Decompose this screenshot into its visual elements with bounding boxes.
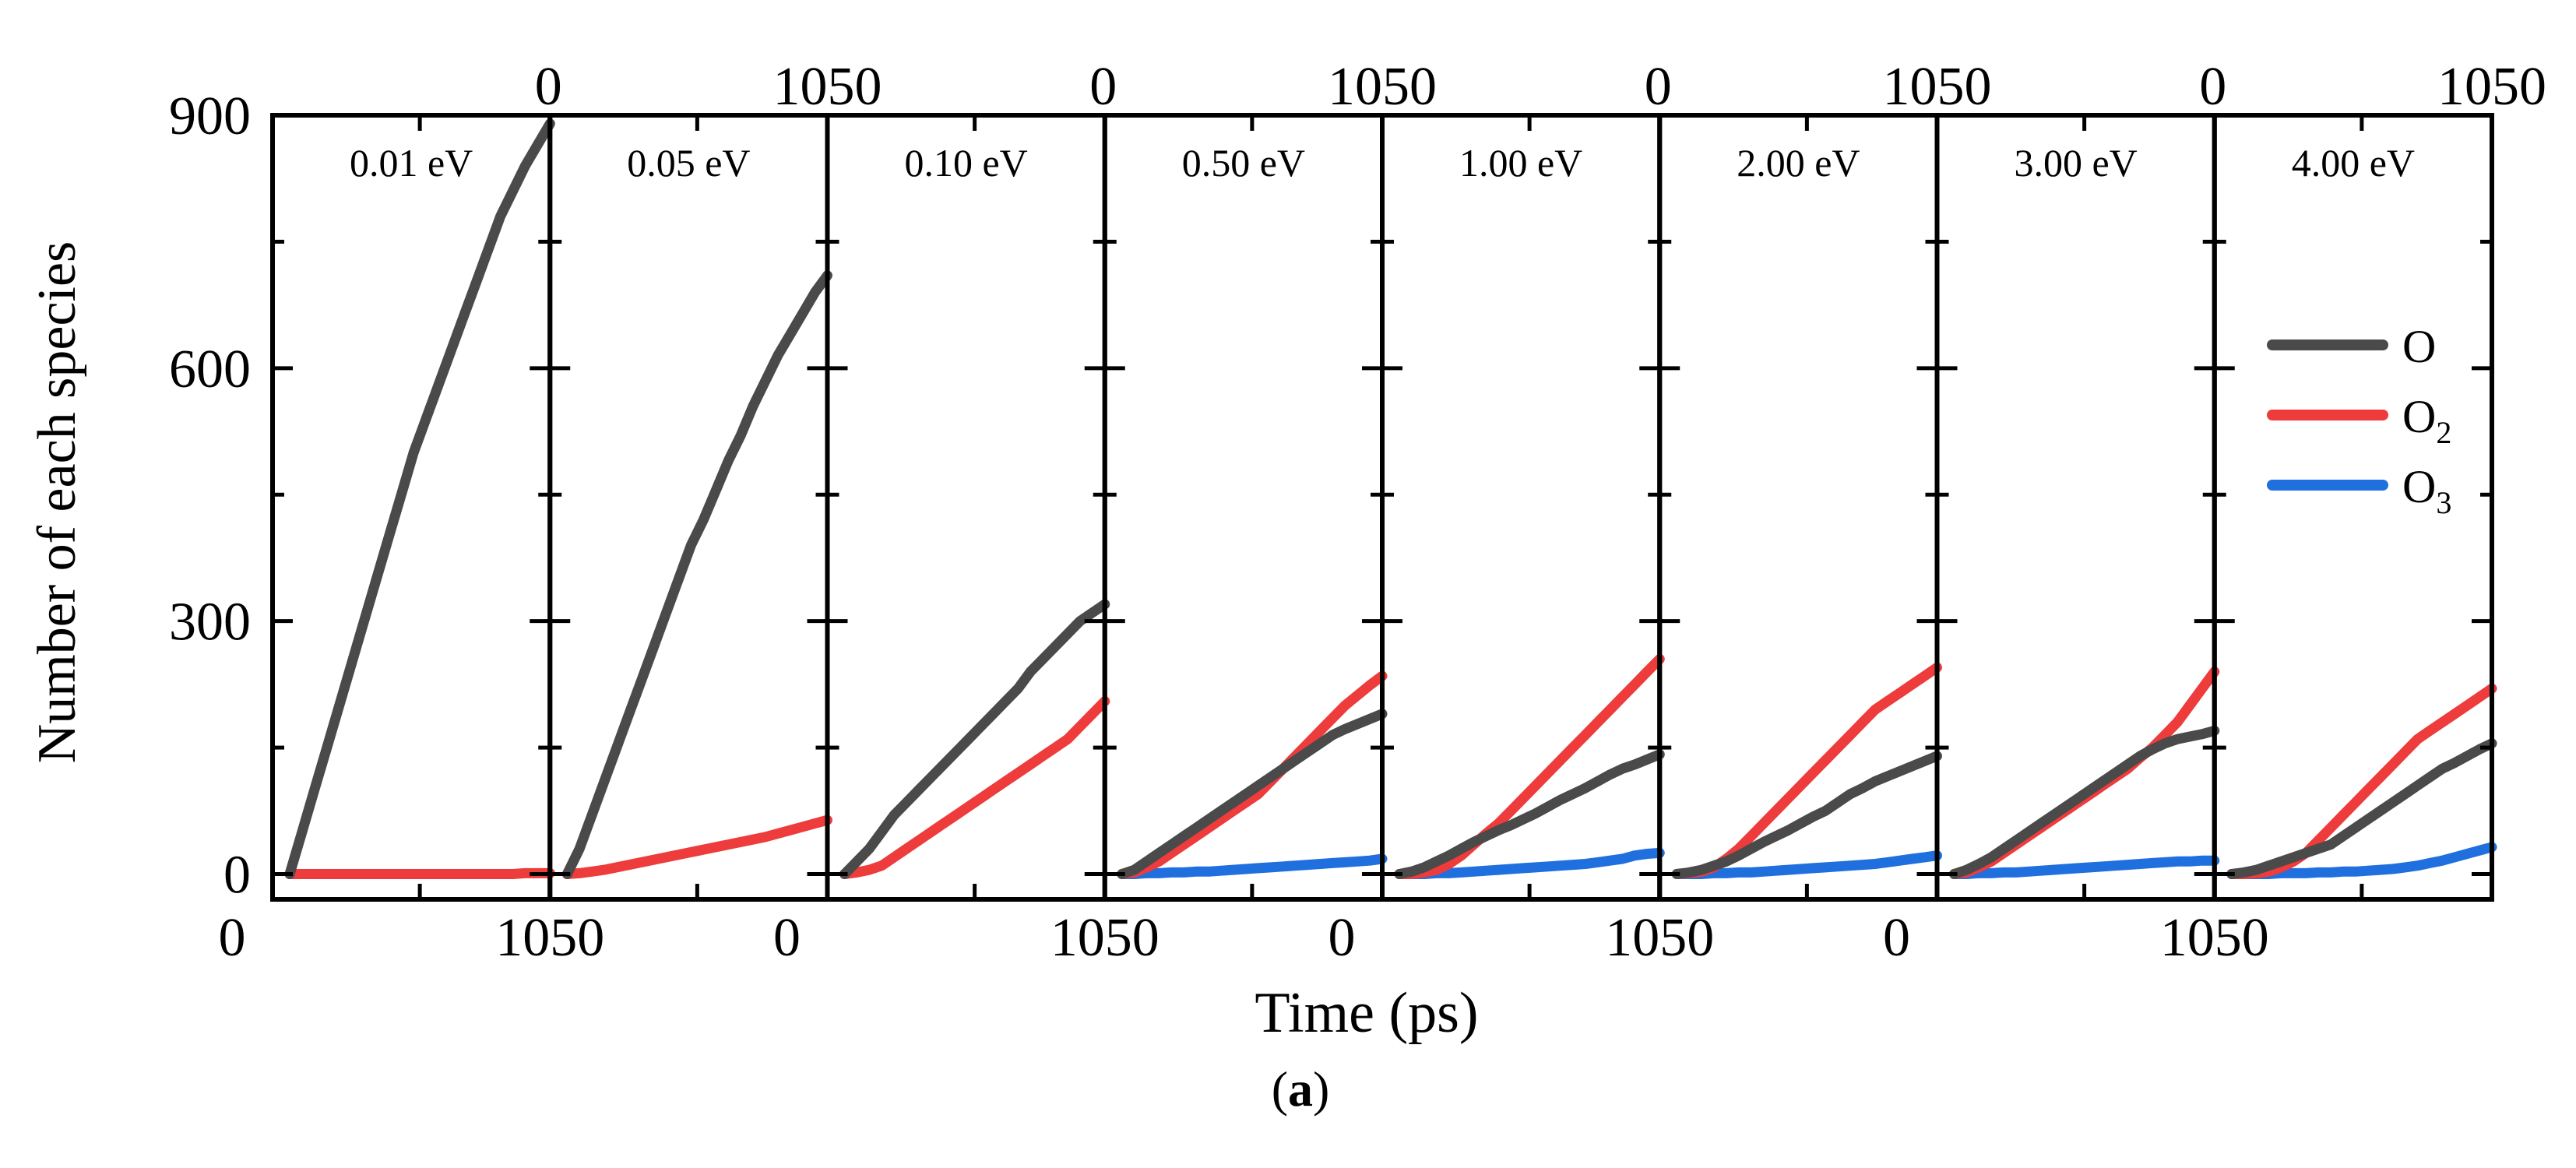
legend-label-O: O (2402, 321, 2436, 372)
panel-label-4: 1.00 eV (1459, 141, 1582, 185)
x-tick-label-end-panel-1: 1050 (773, 57, 882, 117)
series-line-O-panel-2 (839, 599, 1110, 879)
caption-open-paren: ( (1272, 1061, 1288, 1117)
y-tick-label-300: 300 (169, 593, 251, 653)
series-line-O-panel-4 (1394, 749, 1665, 879)
panel-2 (839, 599, 1110, 879)
series-line-O2-panel-0 (284, 867, 555, 879)
series-line-O3-panel-4 (1394, 847, 1665, 879)
panel-1 (561, 270, 832, 879)
figure-caption: (a) (1272, 1061, 1330, 1117)
x-tick-label-start-panel-7: 0 (2199, 57, 2226, 117)
panel-frame-group-3: 0.50 eV (1102, 113, 1385, 902)
panel-3 (1117, 670, 1388, 879)
series-line-O-panel-5 (1671, 751, 1942, 879)
panel-label-5: 2.00 eV (1737, 141, 1860, 185)
legend-label-main-O3: O (2402, 461, 2436, 512)
panel-7 (2226, 683, 2497, 879)
series-line-O2-panel-3 (1117, 670, 1388, 879)
series-line-O2-panel-2 (839, 696, 1110, 879)
panel-label-3: 0.50 eV (1182, 141, 1305, 185)
panel-label-7: 4.00 eV (2292, 141, 2415, 185)
x-tick-label-end-panel-7: 1050 (2437, 57, 2546, 117)
legend-label-O3: O3 (2402, 461, 2451, 520)
series-line-O-panel-1 (561, 270, 832, 879)
y-tick-label-900: 900 (169, 86, 251, 146)
y-tick-label-600: 600 (169, 339, 251, 399)
panel-frame-group-1: 0.05 eV (547, 113, 830, 902)
panel-label-0: 0.01 eV (350, 141, 473, 185)
legend-label-O2: O2 (2402, 391, 2451, 450)
x-tick-label-end-panel-4: 1050 (1605, 908, 1714, 968)
x-tick-label-end-panel-6: 1050 (2160, 908, 2269, 968)
series-line-O-panel-3 (1117, 709, 1388, 879)
panel-4 (1394, 653, 1665, 879)
x-tick-label-start-panel-0: 0 (219, 908, 246, 968)
panel-0 (284, 118, 555, 879)
x-tick-label-start-panel-6: 0 (1883, 908, 1910, 968)
panel-frame-group-7: 4.00 eV (2212, 113, 2494, 902)
legend-label-main-O: O (2402, 321, 2436, 372)
panel-frame-group-4: 1.00 eV (1380, 113, 1663, 902)
series-line-O-panel-6 (1949, 725, 2220, 879)
panel-frame-group-2: 0.10 eV (825, 113, 1107, 902)
panel-frame-3 (1102, 113, 1385, 902)
x-tick-label-start-panel-3: 0 (1089, 57, 1117, 117)
caption-letter: a (1288, 1061, 1313, 1117)
panel-frame-2 (825, 113, 1107, 902)
series-line-O3-panel-5 (1671, 850, 1942, 879)
series-line-O-panel-0 (284, 118, 555, 879)
panel-frame-4 (1380, 113, 1663, 902)
x-tick-label-end-panel-0: 1050 (495, 908, 604, 968)
series-line-O3-panel-6 (1949, 855, 2220, 879)
series-line-O3-panel-3 (1117, 853, 1388, 879)
series-line-O-panel-7 (2226, 738, 2497, 879)
panels-group: 0.01 eV 0.05 eV 0.10 eV 0.50 eV 1.00 eV 2.00 … (169, 57, 2546, 968)
legend-label-sub-O3: 3 (2436, 485, 2451, 520)
panel-frame-group-6: 3.00 eV (1934, 113, 2217, 902)
panel-frame-7 (2212, 113, 2494, 902)
series-line-O2-panel-1 (561, 814, 832, 879)
panel-label-6: 3.00 eV (2014, 141, 2137, 185)
panel-frame-6 (1934, 113, 2217, 902)
x-tick-label-start-panel-5: 0 (1645, 57, 1672, 117)
x-tick-label-start-panel-2: 0 (773, 908, 801, 968)
x-axis-label: Time (ps) (1255, 981, 1478, 1045)
panel-label-2: 0.10 eV (904, 141, 1027, 185)
x-tick-label-start-panel-4: 0 (1328, 908, 1356, 968)
x-tick-label-end-panel-5: 1050 (1883, 57, 1992, 117)
series-line-O2-panel-4 (1394, 653, 1665, 879)
caption-close-paren: ) (1313, 1061, 1329, 1117)
panel-frame-1 (547, 113, 830, 902)
panel-5 (1671, 662, 1942, 879)
series-line-O2-panel-7 (2226, 683, 2497, 879)
x-tick-label-end-panel-3: 1050 (1328, 57, 1437, 117)
legend-label-main-O2: O (2402, 391, 2436, 442)
x-tick-label-end-panel-2: 1050 (1050, 908, 1160, 968)
legend-label-sub-O2: 2 (2436, 415, 2451, 450)
y-axis-label: Number of each species (27, 241, 87, 764)
y-tick-label-0: 0 (223, 846, 251, 906)
x-tick-label-start-panel-1: 0 (535, 57, 562, 117)
panel-label-1: 0.05 eV (627, 141, 750, 185)
series-line-O2-panel-6 (1949, 667, 2220, 879)
panel-6 (1949, 667, 2220, 879)
